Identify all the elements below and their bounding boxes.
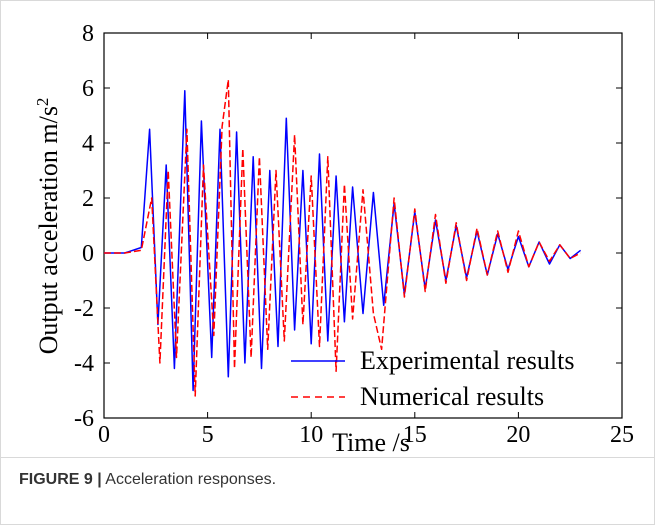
x-tick-label: 25	[610, 422, 634, 448]
series-line-numerical	[104, 78, 581, 397]
legend: Experimental results Numerical results	[291, 346, 574, 411]
caption-divider	[1, 457, 654, 458]
x-tick-label: 5	[202, 422, 214, 448]
y-tick-label: 8	[82, 21, 94, 47]
x-tick-label: 20	[506, 422, 530, 448]
x-axis-title: Time /s	[332, 428, 410, 457]
plot-frame	[103, 32, 623, 419]
y-tick-label: 6	[82, 76, 94, 102]
y-tick-label: 0	[82, 241, 94, 267]
legend-label-experimental: Experimental results	[360, 346, 574, 375]
y-axis-title: Output acceleration m/s2	[33, 98, 63, 355]
ticks-group: 0 5 10 15 20 25 -6 -4 -2 0 2 4 6 8	[74, 21, 634, 448]
figure-caption: FIGURE 9 | Acceleration responses.	[19, 471, 276, 489]
legend-label-numerical: Numerical results	[360, 382, 544, 411]
y-axis-title-main: Output acceleration m/s	[34, 106, 63, 354]
y-axis-title-superscript: 2	[33, 98, 52, 107]
y-tick-label: 2	[82, 186, 94, 212]
caption-text: Acceleration responses.	[101, 471, 277, 488]
chart: 0 5 10 15 20 25 -6 -4 -2 0 2 4 6 8 Time /s Output acc…	[33, 21, 634, 457]
y-tick-label: 4	[82, 131, 94, 157]
y-tick-label: -4	[74, 351, 94, 377]
y-tick-label: -6	[74, 406, 94, 432]
caption-label: FIGURE 9 |	[19, 471, 102, 488]
x-tick-label: 15	[403, 422, 427, 448]
y-tick-label: -2	[74, 296, 94, 322]
x-tick-label: 10	[299, 422, 323, 448]
plot-area	[104, 78, 582, 397]
x-tick-label: 0	[98, 422, 110, 448]
